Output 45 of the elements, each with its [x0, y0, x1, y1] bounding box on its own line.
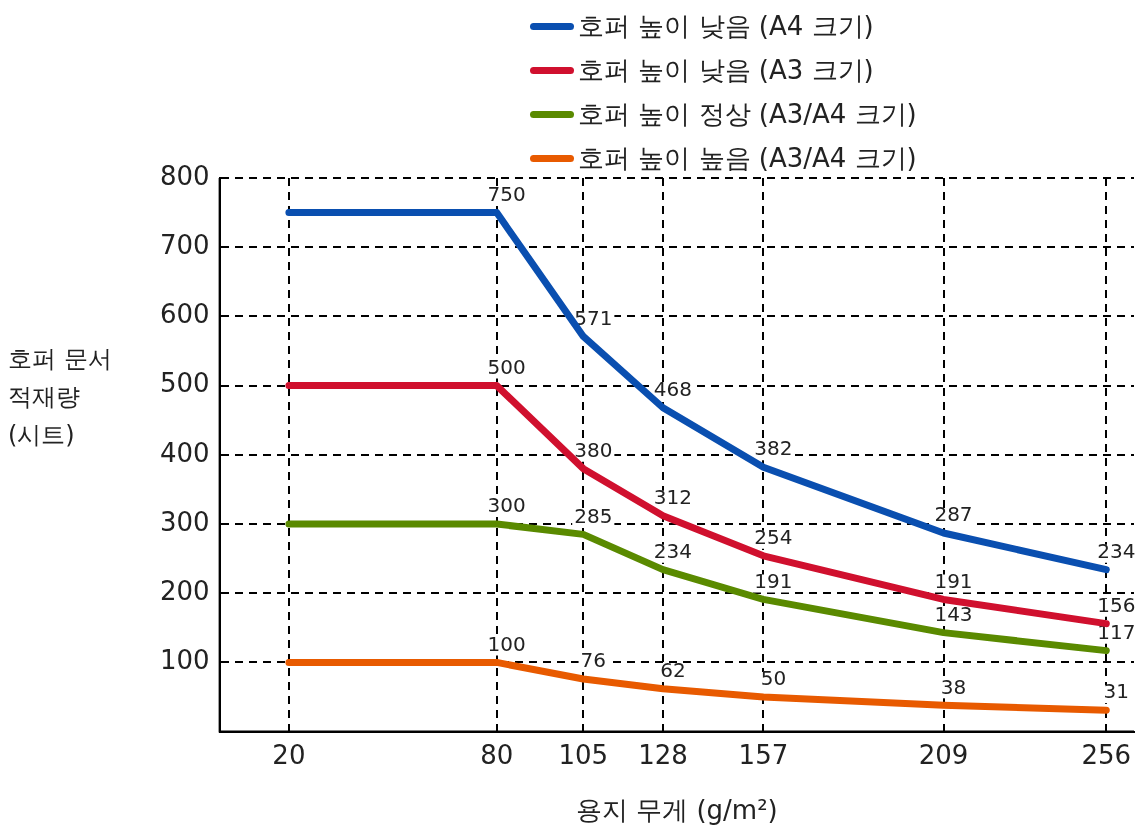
data-label: 571: [574, 305, 613, 330]
data-label: 234: [653, 538, 693, 563]
legend-label: 호퍼 높이 낮음 (A4 크기): [578, 9, 874, 43]
data-label: 191: [754, 568, 793, 593]
x-tick-label: 80: [480, 739, 514, 770]
data-label: 50: [760, 666, 787, 691]
x-tick-label: 20: [272, 739, 306, 770]
y-tick-label: 400: [159, 437, 210, 468]
data-label: 300: [487, 493, 526, 518]
data-label: 156: [1097, 592, 1136, 617]
data-label: 62: [660, 657, 686, 682]
data-label: 143: [934, 601, 973, 626]
y-tick-label: 800: [159, 160, 210, 191]
x-tick-label: 256: [1081, 739, 1132, 770]
y-tick-label: 700: [159, 229, 210, 260]
data-label: 76: [580, 648, 607, 673]
y-tick-label: 500: [159, 368, 210, 399]
y-tick-label: 600: [159, 299, 210, 330]
data-label: 234: [1097, 538, 1136, 563]
y-tick-label: 100: [159, 645, 210, 676]
data-label: 191: [934, 568, 973, 593]
x-tick-label: 157: [738, 739, 789, 770]
legend-label: 호퍼 높이 높음 (A3/A4 크기): [578, 141, 917, 175]
data-label: 100: [487, 631, 526, 656]
data-label: 254: [754, 525, 793, 550]
data-label: 500: [487, 354, 526, 379]
y-tick-label: 300: [159, 506, 210, 537]
x-axis-title: 용지 무게 (g/m²): [575, 795, 778, 826]
data-label: 312: [653, 484, 693, 509]
legend-label: 호퍼 높이 정상 (A3/A4 크기): [578, 97, 917, 131]
y-tick-label: 200: [159, 575, 210, 606]
x-tick-label: 128: [638, 739, 688, 770]
data-label: 38: [940, 674, 967, 699]
legend-label: 호퍼 높이 낮음 (A3 크기): [578, 53, 874, 87]
data-label: 380: [574, 437, 613, 462]
data-label: 468: [653, 376, 693, 401]
x-tick-label: 209: [918, 739, 969, 770]
data-label: 750: [487, 181, 526, 206]
data-label: 382: [754, 436, 793, 461]
y-axis-title: 호퍼 문서 적재량 (시트): [8, 344, 113, 451]
data-label: 117: [1097, 619, 1136, 644]
data-label: 285: [574, 503, 613, 528]
x-tick-label: 105: [558, 739, 609, 770]
data-label: 287: [934, 502, 973, 527]
data-label: 31: [1103, 679, 1130, 704]
